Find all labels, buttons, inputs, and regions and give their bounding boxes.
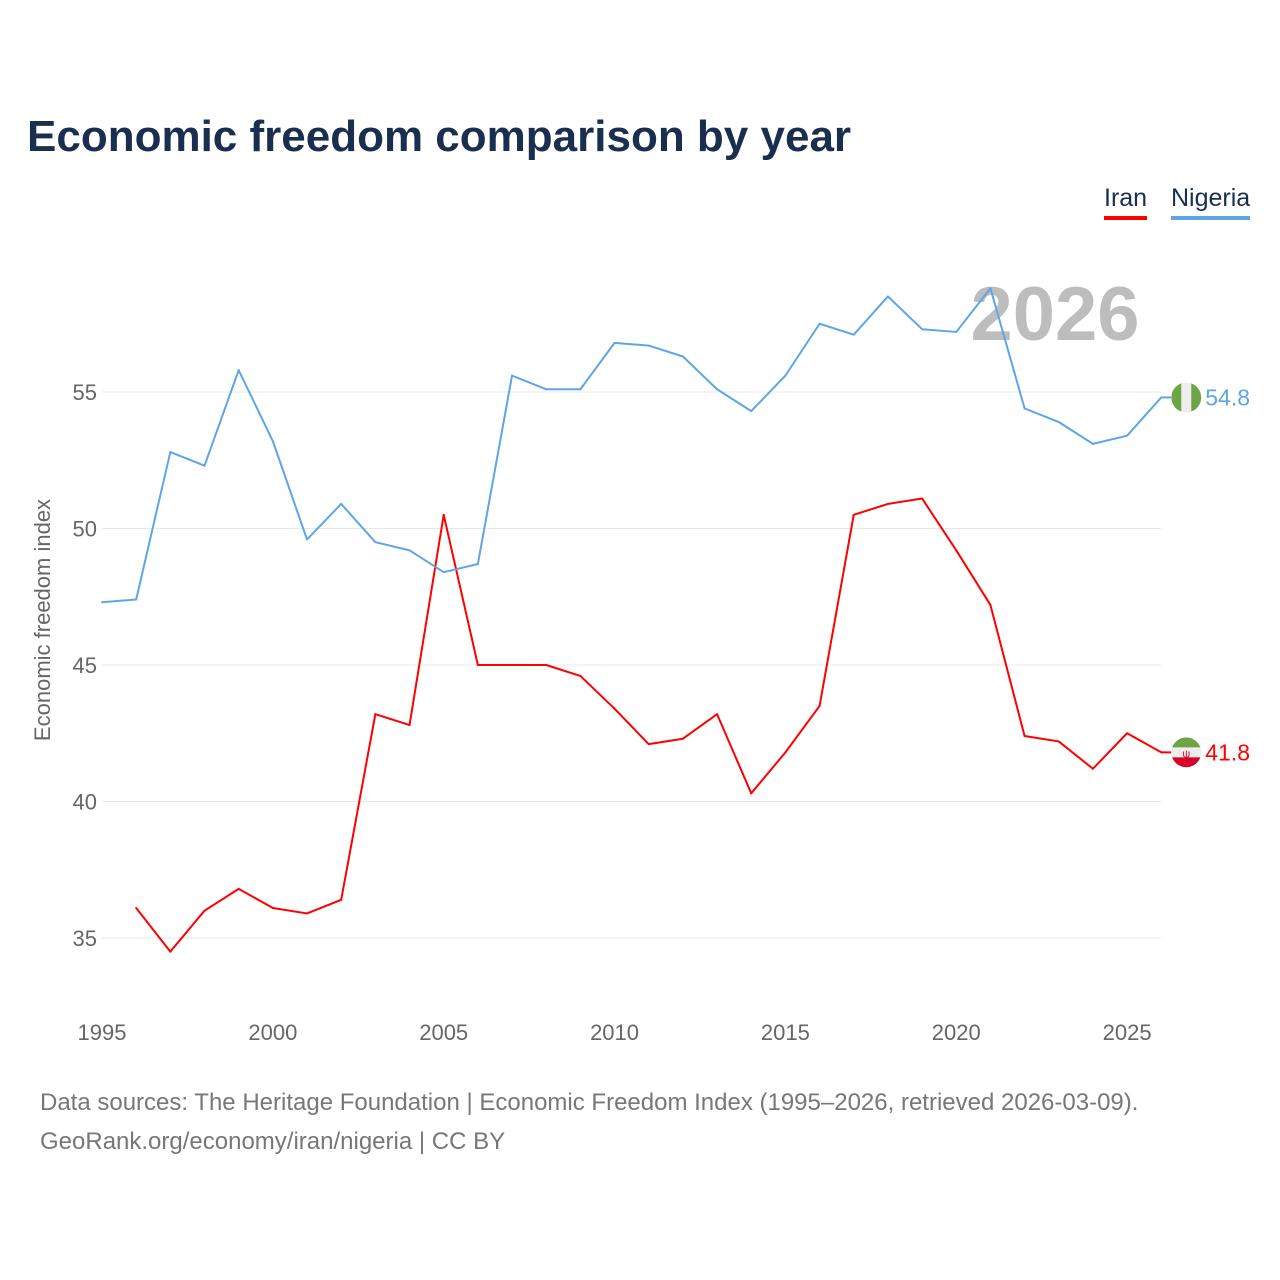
x-tick-label: 2010 (590, 1020, 639, 1045)
data-point (1023, 407, 1026, 410)
data-point (442, 513, 445, 516)
data-point (921, 497, 924, 500)
y-tick-label: 55 (73, 380, 97, 405)
data-point (271, 906, 274, 909)
data-point (955, 330, 958, 333)
y-tick-label: 50 (73, 517, 97, 542)
data-point (989, 603, 992, 606)
data-point (818, 704, 821, 707)
x-tick-label: 2020 (932, 1020, 981, 1045)
x-tick-label: 2005 (419, 1020, 468, 1045)
data-point (1126, 732, 1129, 735)
data-point (886, 502, 889, 505)
data-point (989, 287, 992, 290)
data-point (852, 513, 855, 516)
data-point (237, 369, 240, 372)
y-axis-label: Economic freedom index (30, 499, 55, 741)
legend-iran[interactable]: Iran (1104, 184, 1148, 220)
data-point (1023, 734, 1026, 737)
data-point (340, 502, 343, 505)
data-point (408, 724, 411, 727)
source-url: GeoRank.org/economy/iran/nigeria | CC BY (40, 1128, 506, 1155)
data-point (476, 562, 479, 565)
y-tick-label: 35 (73, 926, 97, 951)
data-point (1057, 740, 1060, 743)
data-point (545, 664, 548, 666)
year-watermark: 2026 (970, 272, 1139, 357)
data-point (237, 887, 240, 890)
source-note: Data sources: The Heritage Foundation | … (40, 1089, 1139, 1116)
iran-flag-icon (1172, 757, 1201, 768)
data-point (681, 737, 684, 740)
data-point (681, 355, 684, 358)
data-point (647, 344, 650, 347)
series-line-iran (135, 497, 1162, 953)
data-point (340, 898, 343, 901)
data-point (511, 374, 514, 377)
data-point (442, 571, 445, 574)
data-point (1057, 421, 1060, 424)
iran-emblem-icon: ψ (1182, 748, 1190, 760)
iran-flag-icon (1172, 737, 1201, 748)
legend-nigeria[interactable]: Nigeria (1171, 184, 1251, 220)
x-tick-label: 2015 (761, 1020, 810, 1045)
data-point (306, 912, 309, 915)
data-point (476, 664, 479, 666)
nigeria-flag-icon (1171, 383, 1182, 412)
data-point (203, 909, 206, 912)
data-point (750, 792, 753, 795)
y-tick-label: 40 (73, 790, 97, 815)
data-point (921, 328, 924, 331)
data-point (374, 541, 377, 544)
data-point (169, 950, 172, 953)
data-point (511, 664, 514, 666)
data-point (613, 707, 616, 710)
chart-title: Economic freedom comparison by year (27, 112, 852, 161)
data-point (203, 464, 206, 467)
data-point (306, 538, 309, 541)
data-point (784, 751, 787, 754)
end-value-label: 54.8 (1205, 384, 1250, 410)
data-point (716, 713, 719, 716)
data-point (579, 674, 582, 677)
data-point (750, 410, 753, 413)
data-point (1091, 767, 1094, 770)
data-point (271, 440, 274, 443)
data-point (818, 322, 821, 325)
data-point (886, 295, 889, 298)
data-point (101, 601, 103, 604)
data-point (579, 388, 582, 391)
data-point (408, 549, 411, 552)
data-point (135, 906, 138, 909)
data-point (647, 743, 650, 746)
data-point (545, 388, 548, 391)
nigeria-flag-icon (1191, 383, 1202, 412)
x-tick-label: 2025 (1103, 1020, 1152, 1045)
y-tick-label: 45 (73, 653, 97, 678)
x-tick-label: 2000 (248, 1020, 297, 1045)
data-point (716, 388, 719, 391)
data-point (1091, 442, 1094, 445)
data-point (613, 341, 616, 344)
data-point (852, 333, 855, 336)
data-point (1126, 434, 1129, 437)
data-point (955, 549, 958, 552)
data-point (374, 713, 377, 716)
data-point (135, 598, 138, 601)
end-value-label: 41.8 (1205, 739, 1250, 765)
series-line-nigeria (101, 287, 1163, 604)
data-point (169, 451, 172, 454)
data-point (784, 374, 787, 377)
x-tick-label: 1995 (78, 1020, 127, 1045)
